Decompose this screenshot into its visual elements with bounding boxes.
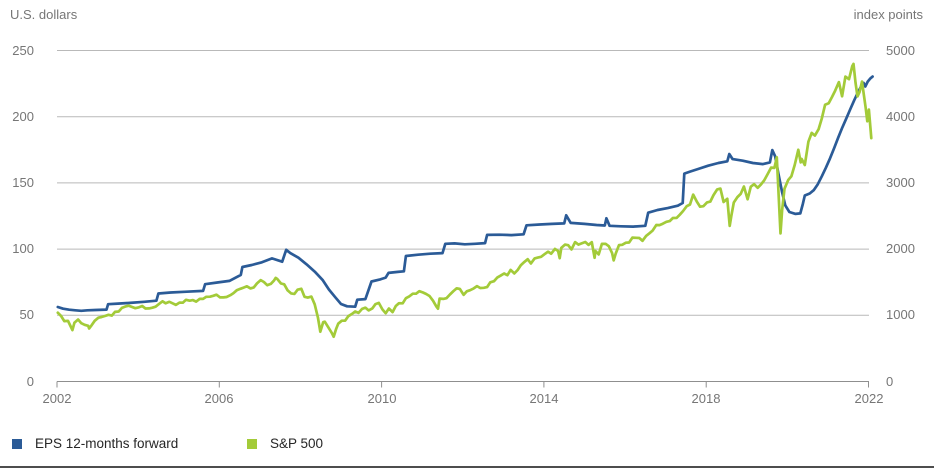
legend-label: EPS 12-months forward [35, 436, 179, 451]
x-tick-label: 2002 [42, 391, 72, 406]
x-tick-label: 2010 [367, 391, 397, 406]
x-tick-label: 2006 [204, 391, 234, 406]
bottom-divider [0, 466, 934, 468]
legend-label: S&P 500 [270, 436, 324, 451]
x-tick-label: 2022 [854, 391, 884, 406]
right-tick-label: 5000 [886, 43, 915, 58]
x-tick-label: 2018 [691, 391, 721, 406]
legend-item-eps: EPS 12-months forward [12, 436, 178, 451]
left-tick-label: 250 [12, 43, 34, 58]
left-axis-title: U.S. dollars [10, 7, 78, 22]
left-tick-label: 0 [26, 374, 34, 389]
sp500-line [56, 62, 873, 339]
left-tick-label: 200 [12, 109, 34, 124]
left-tick-label: 100 [12, 241, 34, 256]
x-tick-label: 2014 [529, 391, 559, 406]
legend-swatch-sp500 [247, 438, 257, 449]
legend-swatch-eps [12, 438, 22, 449]
right-tick-label: 4000 [886, 109, 915, 124]
left-tick-label: 150 [12, 175, 34, 190]
right-tick-label: 0 [886, 374, 894, 389]
eps-forward-line [56, 75, 874, 313]
right-tick-label: 2000 [886, 241, 915, 256]
legend-item-sp500: S&P 500 [247, 436, 323, 451]
left-tick-label: 50 [19, 307, 34, 322]
legend: EPS 12-months forward S&P 500 [0, 436, 934, 454]
right-tick-label: 3000 [886, 175, 915, 190]
right-tick-label: 1000 [886, 307, 915, 322]
right-axis-title: index points [853, 7, 923, 22]
